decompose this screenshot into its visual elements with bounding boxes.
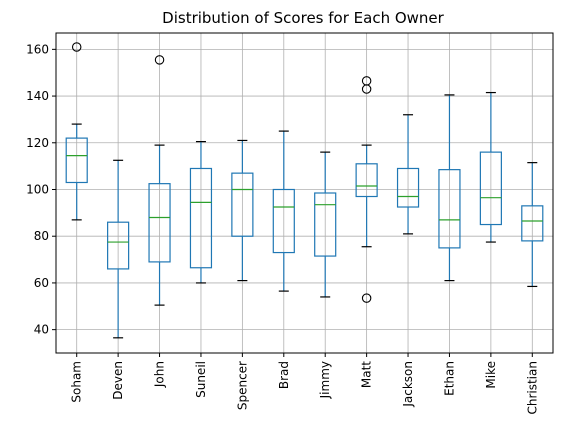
y-tick-label: 100 bbox=[26, 182, 49, 196]
box-iqr bbox=[107, 221, 130, 270]
box-layer bbox=[65, 42, 544, 339]
box-iqr bbox=[65, 137, 88, 184]
box-iqr bbox=[355, 163, 378, 198]
box-group bbox=[65, 42, 88, 221]
x-tick-label: Soham bbox=[70, 361, 84, 403]
x-tick-label: Mike bbox=[484, 361, 498, 389]
box-group bbox=[355, 76, 378, 303]
x-tick-label: Brad bbox=[277, 361, 291, 389]
y-tick-label: 120 bbox=[26, 136, 49, 150]
x-tick-label: Matt bbox=[360, 361, 374, 388]
box-group bbox=[272, 130, 295, 292]
box-iqr bbox=[231, 172, 254, 237]
box-iqr bbox=[148, 183, 171, 263]
outlier-point bbox=[361, 84, 372, 94]
box-iqr bbox=[479, 151, 502, 226]
box-group bbox=[438, 94, 461, 282]
y-tick-label: 40 bbox=[34, 323, 49, 337]
box-iqr bbox=[314, 192, 337, 257]
x-tick-label: John bbox=[153, 361, 167, 388]
x-tick-label: Suneil bbox=[194, 361, 208, 398]
box-group bbox=[396, 114, 420, 235]
box-group bbox=[148, 55, 171, 306]
y-tick-label: 160 bbox=[26, 42, 49, 56]
box-group bbox=[107, 159, 130, 339]
x-tick-label: Jackson bbox=[401, 361, 415, 408]
box-group bbox=[521, 162, 544, 288]
box-group bbox=[189, 141, 213, 284]
grid-layer bbox=[56, 33, 553, 353]
box-group bbox=[479, 91, 502, 243]
chart-title: Distribution of Scores for Each Owner bbox=[162, 9, 444, 27]
y-tick-label: 140 bbox=[26, 89, 49, 103]
x-tick-label: Ethan bbox=[442, 361, 456, 396]
y-tick-label: 60 bbox=[34, 276, 49, 290]
outlier-point bbox=[361, 293, 372, 303]
y-tick-label: 80 bbox=[34, 229, 49, 243]
outlier-point bbox=[71, 42, 82, 52]
box-iqr bbox=[189, 167, 213, 269]
outlier-point bbox=[154, 55, 165, 65]
box-group bbox=[231, 139, 254, 282]
box-iqr bbox=[272, 188, 295, 254]
box-iqr bbox=[396, 167, 420, 208]
x-tick-label: Deven bbox=[111, 361, 125, 400]
x-tick-label: Spencer bbox=[235, 361, 249, 410]
box-iqr bbox=[521, 205, 544, 242]
axis-layer: 40 60 80 100 120 140 160 Soham Deven John Suneil Sp… bbox=[26, 42, 539, 414]
x-tick-label: Jimmy bbox=[318, 361, 332, 399]
box-iqr bbox=[438, 169, 461, 249]
plot-frame bbox=[55, 32, 554, 354]
x-tick-label: Christian bbox=[525, 361, 539, 415]
box-group bbox=[314, 151, 337, 298]
